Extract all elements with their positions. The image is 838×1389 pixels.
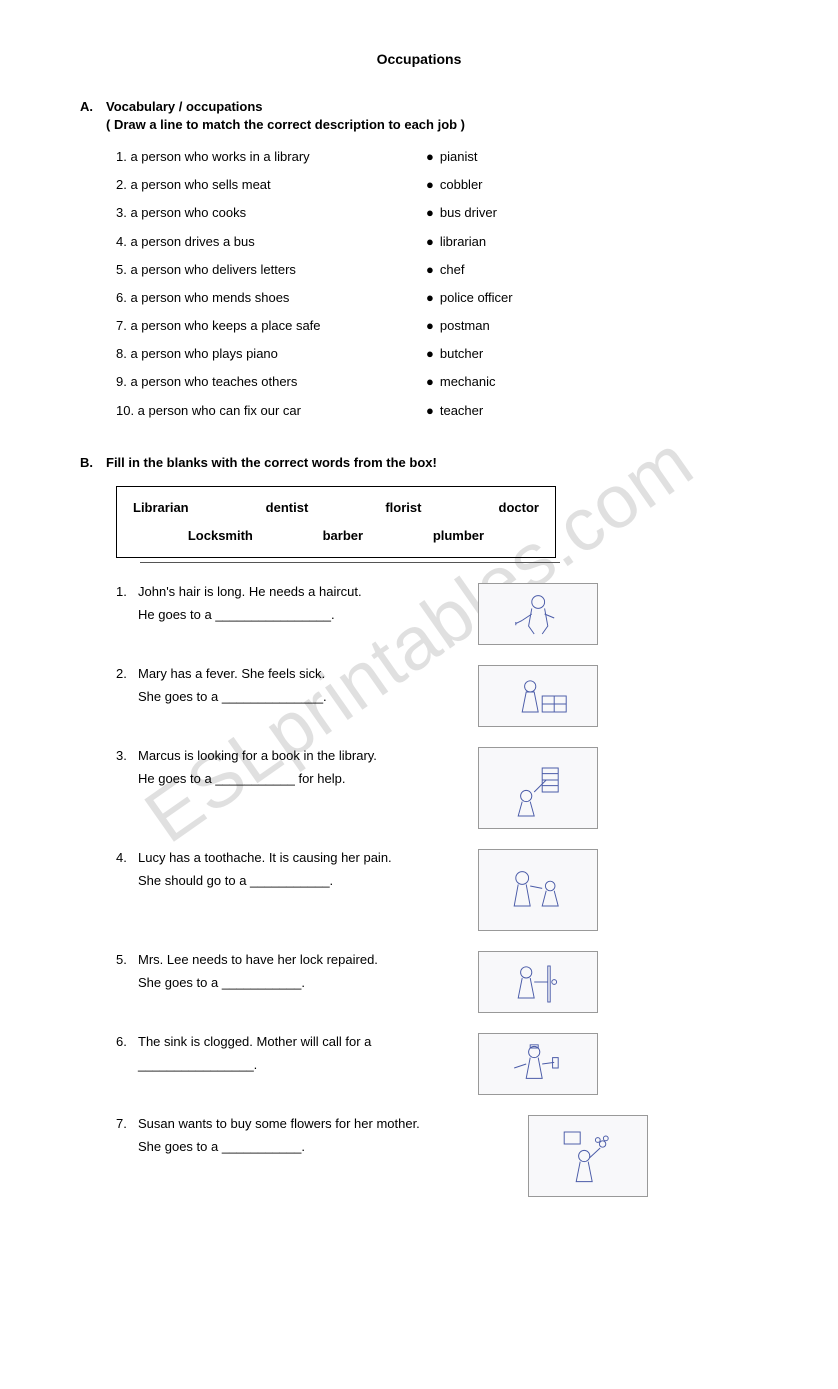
section-b-header: B. Fill in the blanks with the correct w… — [80, 454, 758, 472]
match-desc: 3. a person who cooks — [116, 204, 426, 222]
item-line1: Lucy has a toothache. It is causing her … — [138, 849, 468, 867]
item-number: 4. — [116, 849, 138, 867]
word-bank-item: barber — [323, 527, 363, 545]
item-line2: ________________. — [138, 1056, 468, 1074]
item-line1: John's hair is long. He needs a haircut. — [138, 583, 468, 601]
item-line2: She goes to a ___________. — [138, 974, 468, 992]
match-desc: 6. a person who mends shoes — [116, 289, 426, 307]
match-job: ●chef — [426, 261, 464, 279]
item-line2: She goes to a ___________. — [138, 1138, 508, 1156]
bullet-icon: ● — [426, 204, 434, 222]
bullet-icon: ● — [426, 261, 434, 279]
fill-item: 6. The sink is clogged. Mother will call… — [80, 1033, 758, 1095]
bullet-icon: ● — [426, 148, 434, 166]
match-list: 1. a person who works in a library●piani… — [80, 148, 758, 420]
item-number: 5. — [116, 951, 138, 969]
match-row: 2. a person who sells meat●cobbler — [80, 176, 758, 194]
match-row: 6. a person who mends shoes●police offic… — [80, 289, 758, 307]
fill-item: 2. Mary has a fever. She feels sick. She… — [80, 665, 758, 727]
word-bank-item: dentist — [266, 499, 309, 517]
plumber-icon — [478, 1033, 598, 1095]
bullet-icon: ● — [426, 317, 434, 335]
item-line2: She should go to a ___________. — [138, 872, 468, 890]
bullet-icon: ● — [426, 233, 434, 251]
match-job: ●bus driver — [426, 204, 497, 222]
match-job: ●pianist — [426, 148, 477, 166]
item-line1: Susan wants to buy some flowers for her … — [138, 1115, 508, 1133]
item-line1: Mary has a fever. She feels sick. — [138, 665, 468, 683]
match-desc: 7. a person who keeps a place safe — [116, 317, 426, 335]
fill-item: 7. Susan wants to buy some flowers for h… — [80, 1115, 758, 1197]
librarian-icon — [478, 747, 598, 829]
match-desc: 1. a person who works in a library — [116, 148, 426, 166]
florist-icon — [528, 1115, 648, 1197]
item-number: 6. — [116, 1033, 138, 1051]
match-desc: 2. a person who sells meat — [116, 176, 426, 194]
section-a-heading-2: ( Draw a line to match the correct descr… — [106, 116, 465, 134]
item-number: 1. — [116, 583, 138, 601]
match-job: ●librarian — [426, 233, 486, 251]
word-bank-item: plumber — [433, 527, 484, 545]
match-job: ●butcher — [426, 345, 483, 363]
dentist-icon — [478, 849, 598, 931]
locksmith-icon — [478, 951, 598, 1013]
word-bank-item: doctor — [499, 499, 539, 517]
bullet-icon: ● — [426, 373, 434, 391]
bullet-icon: ● — [426, 176, 434, 194]
section-a-letter: A. — [80, 98, 106, 134]
match-row: 10. a person who can fix our car●teacher — [80, 402, 758, 420]
match-desc: 10. a person who can fix our car — [116, 402, 426, 420]
section-b-letter: B. — [80, 454, 106, 472]
item-line2: He goes to a ________________. — [138, 606, 468, 624]
match-desc: 8. a person who plays piano — [116, 345, 426, 363]
page-title: Occupations — [80, 50, 758, 70]
match-row: 9. a person who teaches others●mechanic — [80, 373, 758, 391]
bullet-icon: ● — [426, 345, 434, 363]
fill-item: 4. Lucy has a toothache. It is causing h… — [80, 849, 758, 931]
fill-item: 5. Mrs. Lee needs to have her lock repai… — [80, 951, 758, 1013]
fill-item: 1. John's hair is long. He needs a hairc… — [80, 583, 758, 645]
barber-icon — [478, 583, 598, 645]
match-row: 4. a person drives a bus●librarian — [80, 233, 758, 251]
item-line2: He goes to a ___________ for help. — [138, 770, 468, 788]
match-job: ●cobbler — [426, 176, 483, 194]
section-b-heading: Fill in the blanks with the correct word… — [106, 454, 437, 472]
match-desc: 9. a person who teaches others — [116, 373, 426, 391]
word-bank-item: Librarian — [133, 499, 189, 517]
match-row: 8. a person who plays piano●butcher — [80, 345, 758, 363]
match-job: ●police officer — [426, 289, 513, 307]
doctor-icon — [478, 665, 598, 727]
item-number: 7. — [116, 1115, 138, 1133]
match-row: 5. a person who delivers letters●chef — [80, 261, 758, 279]
match-row: 3. a person who cooks●bus driver — [80, 204, 758, 222]
match-job: ●mechanic — [426, 373, 496, 391]
match-desc: 5. a person who delivers letters — [116, 261, 426, 279]
item-line1: The sink is clogged. Mother will call fo… — [138, 1033, 468, 1051]
item-number: 2. — [116, 665, 138, 683]
word-bank-box: Librarian dentist florist doctor Locksmi… — [116, 486, 556, 558]
match-row: 1. a person who works in a library●piani… — [80, 148, 758, 166]
item-line1: Mrs. Lee needs to have her lock repaired… — [138, 951, 468, 969]
match-job: ●teacher — [426, 402, 483, 420]
divider-line — [140, 562, 560, 563]
bullet-icon: ● — [426, 289, 434, 307]
item-line2: She goes to a ______________. — [138, 688, 468, 706]
item-number: 3. — [116, 747, 138, 765]
worksheet-content: Occupations A. Vocabulary / occupations … — [80, 50, 758, 1197]
fill-item: 3. Marcus is looking for a book in the l… — [80, 747, 758, 829]
match-desc: 4. a person drives a bus — [116, 233, 426, 251]
match-job: ●postman — [426, 317, 490, 335]
section-a-header: A. Vocabulary / occupations ( Draw a lin… — [80, 98, 758, 134]
match-row: 7. a person who keeps a place safe●postm… — [80, 317, 758, 335]
word-bank-item: Locksmith — [188, 527, 253, 545]
item-line1: Marcus is looking for a book in the libr… — [138, 747, 468, 765]
bullet-icon: ● — [426, 402, 434, 420]
section-a-heading-1: Vocabulary / occupations — [106, 98, 465, 116]
word-bank-item: florist — [385, 499, 421, 517]
